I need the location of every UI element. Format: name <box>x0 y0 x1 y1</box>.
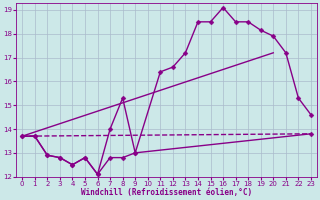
X-axis label: Windchill (Refroidissement éolien,°C): Windchill (Refroidissement éolien,°C) <box>81 188 252 197</box>
